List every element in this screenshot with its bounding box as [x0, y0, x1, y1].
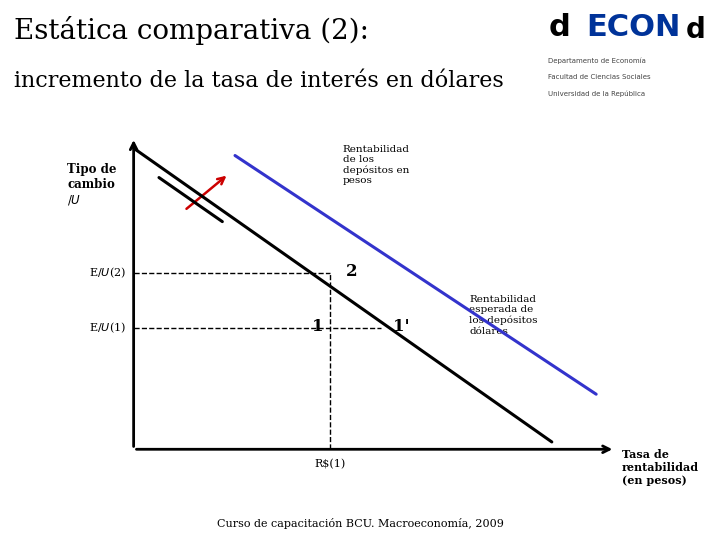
- Text: ECON: ECON: [586, 13, 680, 42]
- Text: Curso de capacitación BCU. Macroeconomía, 2009: Curso de capacitación BCU. Macroeconomía…: [217, 518, 503, 529]
- Text: Universidad de la República: Universidad de la República: [549, 91, 645, 97]
- Text: 1: 1: [312, 318, 324, 335]
- Text: d: d: [549, 13, 570, 42]
- Text: Rentabilidad
de los
depósitos en
pesos: Rentabilidad de los depósitos en pesos: [343, 145, 410, 185]
- Text: d: d: [685, 16, 706, 44]
- Text: Rentabilidad
esperada de
los depósitos
dólares: Rentabilidad esperada de los depósitos d…: [469, 295, 538, 336]
- Text: E$/U$(2): E$/U$(2): [89, 266, 126, 280]
- Text: Estática comparativa (2):: Estática comparativa (2):: [14, 16, 369, 45]
- Text: Tasa de
rentabilidad
(en pesos): Tasa de rentabilidad (en pesos): [621, 449, 698, 486]
- Text: Departamento de Economía: Departamento de Economía: [549, 57, 646, 64]
- Text: 2: 2: [346, 262, 358, 280]
- Text: E$/U$(1): E$/U$(1): [89, 321, 126, 335]
- Text: Tipo de
cambio
$/U$: Tipo de cambio $/U$: [67, 163, 117, 207]
- Text: R$(1): R$(1): [315, 458, 346, 469]
- Text: Facultad de Ciencias Sociales: Facultad de Ciencias Sociales: [549, 74, 651, 80]
- Text: 1': 1': [393, 318, 410, 335]
- Text: incremento de la tasa de interés en dólares: incremento de la tasa de interés en dóla…: [14, 70, 504, 92]
